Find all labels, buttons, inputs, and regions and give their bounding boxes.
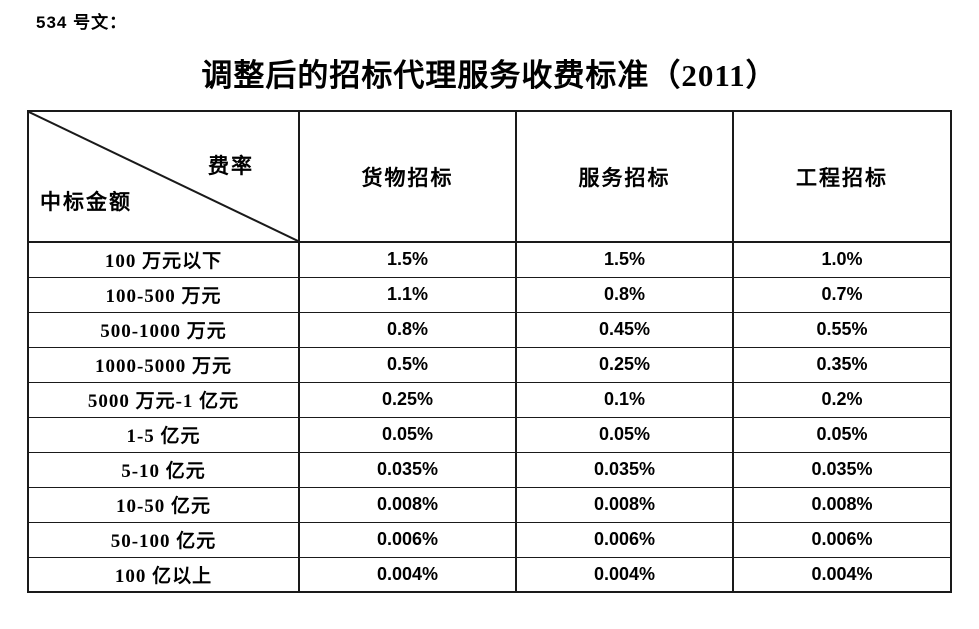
rate-cell-service: 0.8% (515, 276, 734, 313)
column-header-goods: 货物招标 (298, 110, 517, 243)
rate-cell-engineering: 0.55% (732, 311, 952, 348)
table-row: 1000-5000 万元 0.5% 0.25% 0.35% (27, 346, 952, 383)
rate-cell-service: 0.006% (515, 521, 734, 558)
table-row: 50-100 亿元 0.006% 0.006% 0.006% (27, 521, 952, 558)
rate-cell-goods: 1.5% (298, 241, 517, 278)
amount-cell: 500-1000 万元 (27, 311, 300, 348)
rate-cell-engineering: 0.35% (732, 346, 952, 383)
table-row: 10-50 亿元 0.008% 0.008% 0.008% (27, 486, 952, 523)
corner-label-rate: 费率 (208, 154, 254, 178)
amount-cell: 5000 万元-1 亿元 (27, 381, 300, 418)
column-header-engineering: 工程招标 (732, 110, 952, 243)
amount-cell: 1000-5000 万元 (27, 346, 300, 383)
rate-cell-goods: 0.5% (298, 346, 517, 383)
rate-cell-service: 1.5% (515, 241, 734, 278)
rate-cell-goods: 0.25% (298, 381, 517, 418)
page-title: 调整后的招标代理服务收费标准（2011） (201, 58, 778, 93)
doc-number-label: 534 号文： (36, 13, 128, 32)
rate-cell-service: 0.008% (515, 486, 734, 523)
rate-cell-goods: 0.006% (298, 521, 517, 558)
rate-cell-goods: 0.8% (298, 311, 517, 348)
rate-cell-engineering: 0.7% (732, 276, 952, 313)
rate-cell-goods: 0.05% (298, 416, 517, 453)
rate-cell-service: 0.25% (515, 346, 734, 383)
amount-cell: 10-50 亿元 (27, 486, 300, 523)
amount-cell: 100 万元以下 (27, 241, 300, 278)
amount-cell: 50-100 亿元 (27, 521, 300, 558)
rate-cell-goods: 0.004% (298, 556, 517, 593)
corner-label-amount: 中标金额 (40, 190, 132, 214)
rate-cell-service: 0.004% (515, 556, 734, 593)
table-row: 100 万元以下 1.5% 1.5% 1.0% (27, 241, 952, 278)
rate-cell-goods: 0.035% (298, 451, 517, 488)
rate-cell-engineering: 0.2% (732, 381, 952, 418)
rate-cell-goods: 0.008% (298, 486, 517, 523)
header-row: 费率 中标金额 货物招标 服务招标 工程招标 (27, 110, 952, 243)
rate-cell-service: 0.1% (515, 381, 734, 418)
table-row: 5-10 亿元 0.035% 0.035% 0.035% (27, 451, 952, 488)
fee-rate-table: 费率 中标金额 货物招标 服务招标 工程招标 100 万元以下 1.5% 1.5… (27, 110, 952, 593)
table-row: 500-1000 万元 0.8% 0.45% 0.55% (27, 311, 952, 348)
rate-cell-goods: 1.1% (298, 276, 517, 313)
rate-cell-engineering: 0.004% (732, 556, 952, 593)
table-row: 5000 万元-1 亿元 0.25% 0.1% 0.2% (27, 381, 952, 418)
amount-cell: 5-10 亿元 (27, 451, 300, 488)
rate-cell-engineering: 0.006% (732, 521, 952, 558)
rate-cell-engineering: 0.008% (732, 486, 952, 523)
rate-cell-engineering: 1.0% (732, 241, 952, 278)
amount-cell: 100-500 万元 (27, 276, 300, 313)
amount-cell: 100 亿以上 (27, 556, 300, 593)
rate-cell-service: 0.05% (515, 416, 734, 453)
rate-cell-service: 0.035% (515, 451, 734, 488)
corner-header-cell: 费率 中标金额 (27, 110, 300, 243)
table-row: 1-5 亿元 0.05% 0.05% 0.05% (27, 416, 952, 453)
amount-cell: 1-5 亿元 (27, 416, 300, 453)
table-row: 100-500 万元 1.1% 0.8% 0.7% (27, 276, 952, 313)
diagonal-divider-line (29, 112, 298, 241)
rate-cell-engineering: 0.05% (732, 416, 952, 453)
rate-cell-engineering: 0.035% (732, 451, 952, 488)
column-header-service: 服务招标 (515, 110, 734, 243)
table-row: 100 亿以上 0.004% 0.004% 0.004% (27, 556, 952, 593)
rate-cell-service: 0.45% (515, 311, 734, 348)
